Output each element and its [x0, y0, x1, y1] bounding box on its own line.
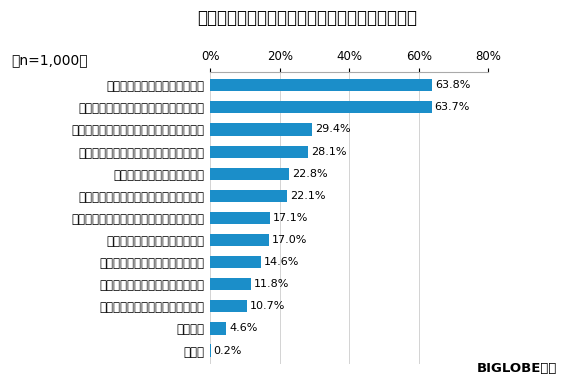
Text: 22.1%: 22.1% — [290, 191, 325, 201]
Bar — [210, 345, 211, 357]
Bar — [210, 79, 432, 91]
Text: 29.4%: 29.4% — [315, 124, 351, 135]
Bar — [210, 323, 226, 335]
Bar — [210, 168, 290, 180]
Text: 11.8%: 11.8% — [254, 279, 289, 289]
Bar — [210, 234, 269, 246]
Text: 28.1%: 28.1% — [311, 147, 346, 157]
Text: 17.1%: 17.1% — [273, 213, 308, 223]
Text: 14.6%: 14.6% — [264, 257, 299, 267]
Bar — [210, 190, 287, 202]
Bar — [210, 278, 251, 290]
Text: 17.0%: 17.0% — [272, 235, 307, 245]
Text: BIGLOBE調べ: BIGLOBE調べ — [476, 362, 557, 375]
Text: 在宅勤務をしてよかったと思うこと（複数回答）: 在宅勤務をしてよかったと思うこと（複数回答） — [197, 9, 417, 27]
Text: 63.7%: 63.7% — [435, 102, 470, 113]
Text: 63.8%: 63.8% — [435, 80, 470, 90]
Bar — [210, 101, 432, 113]
Text: 0.2%: 0.2% — [214, 346, 242, 356]
Text: 4.6%: 4.6% — [229, 323, 257, 334]
Text: 22.8%: 22.8% — [293, 169, 328, 179]
Bar — [210, 256, 261, 268]
Bar — [210, 300, 248, 312]
Text: （n=1,000）: （n=1,000） — [11, 53, 88, 67]
Bar — [210, 124, 312, 136]
Text: 10.7%: 10.7% — [250, 301, 286, 312]
Bar — [210, 212, 270, 224]
Bar — [210, 146, 308, 158]
